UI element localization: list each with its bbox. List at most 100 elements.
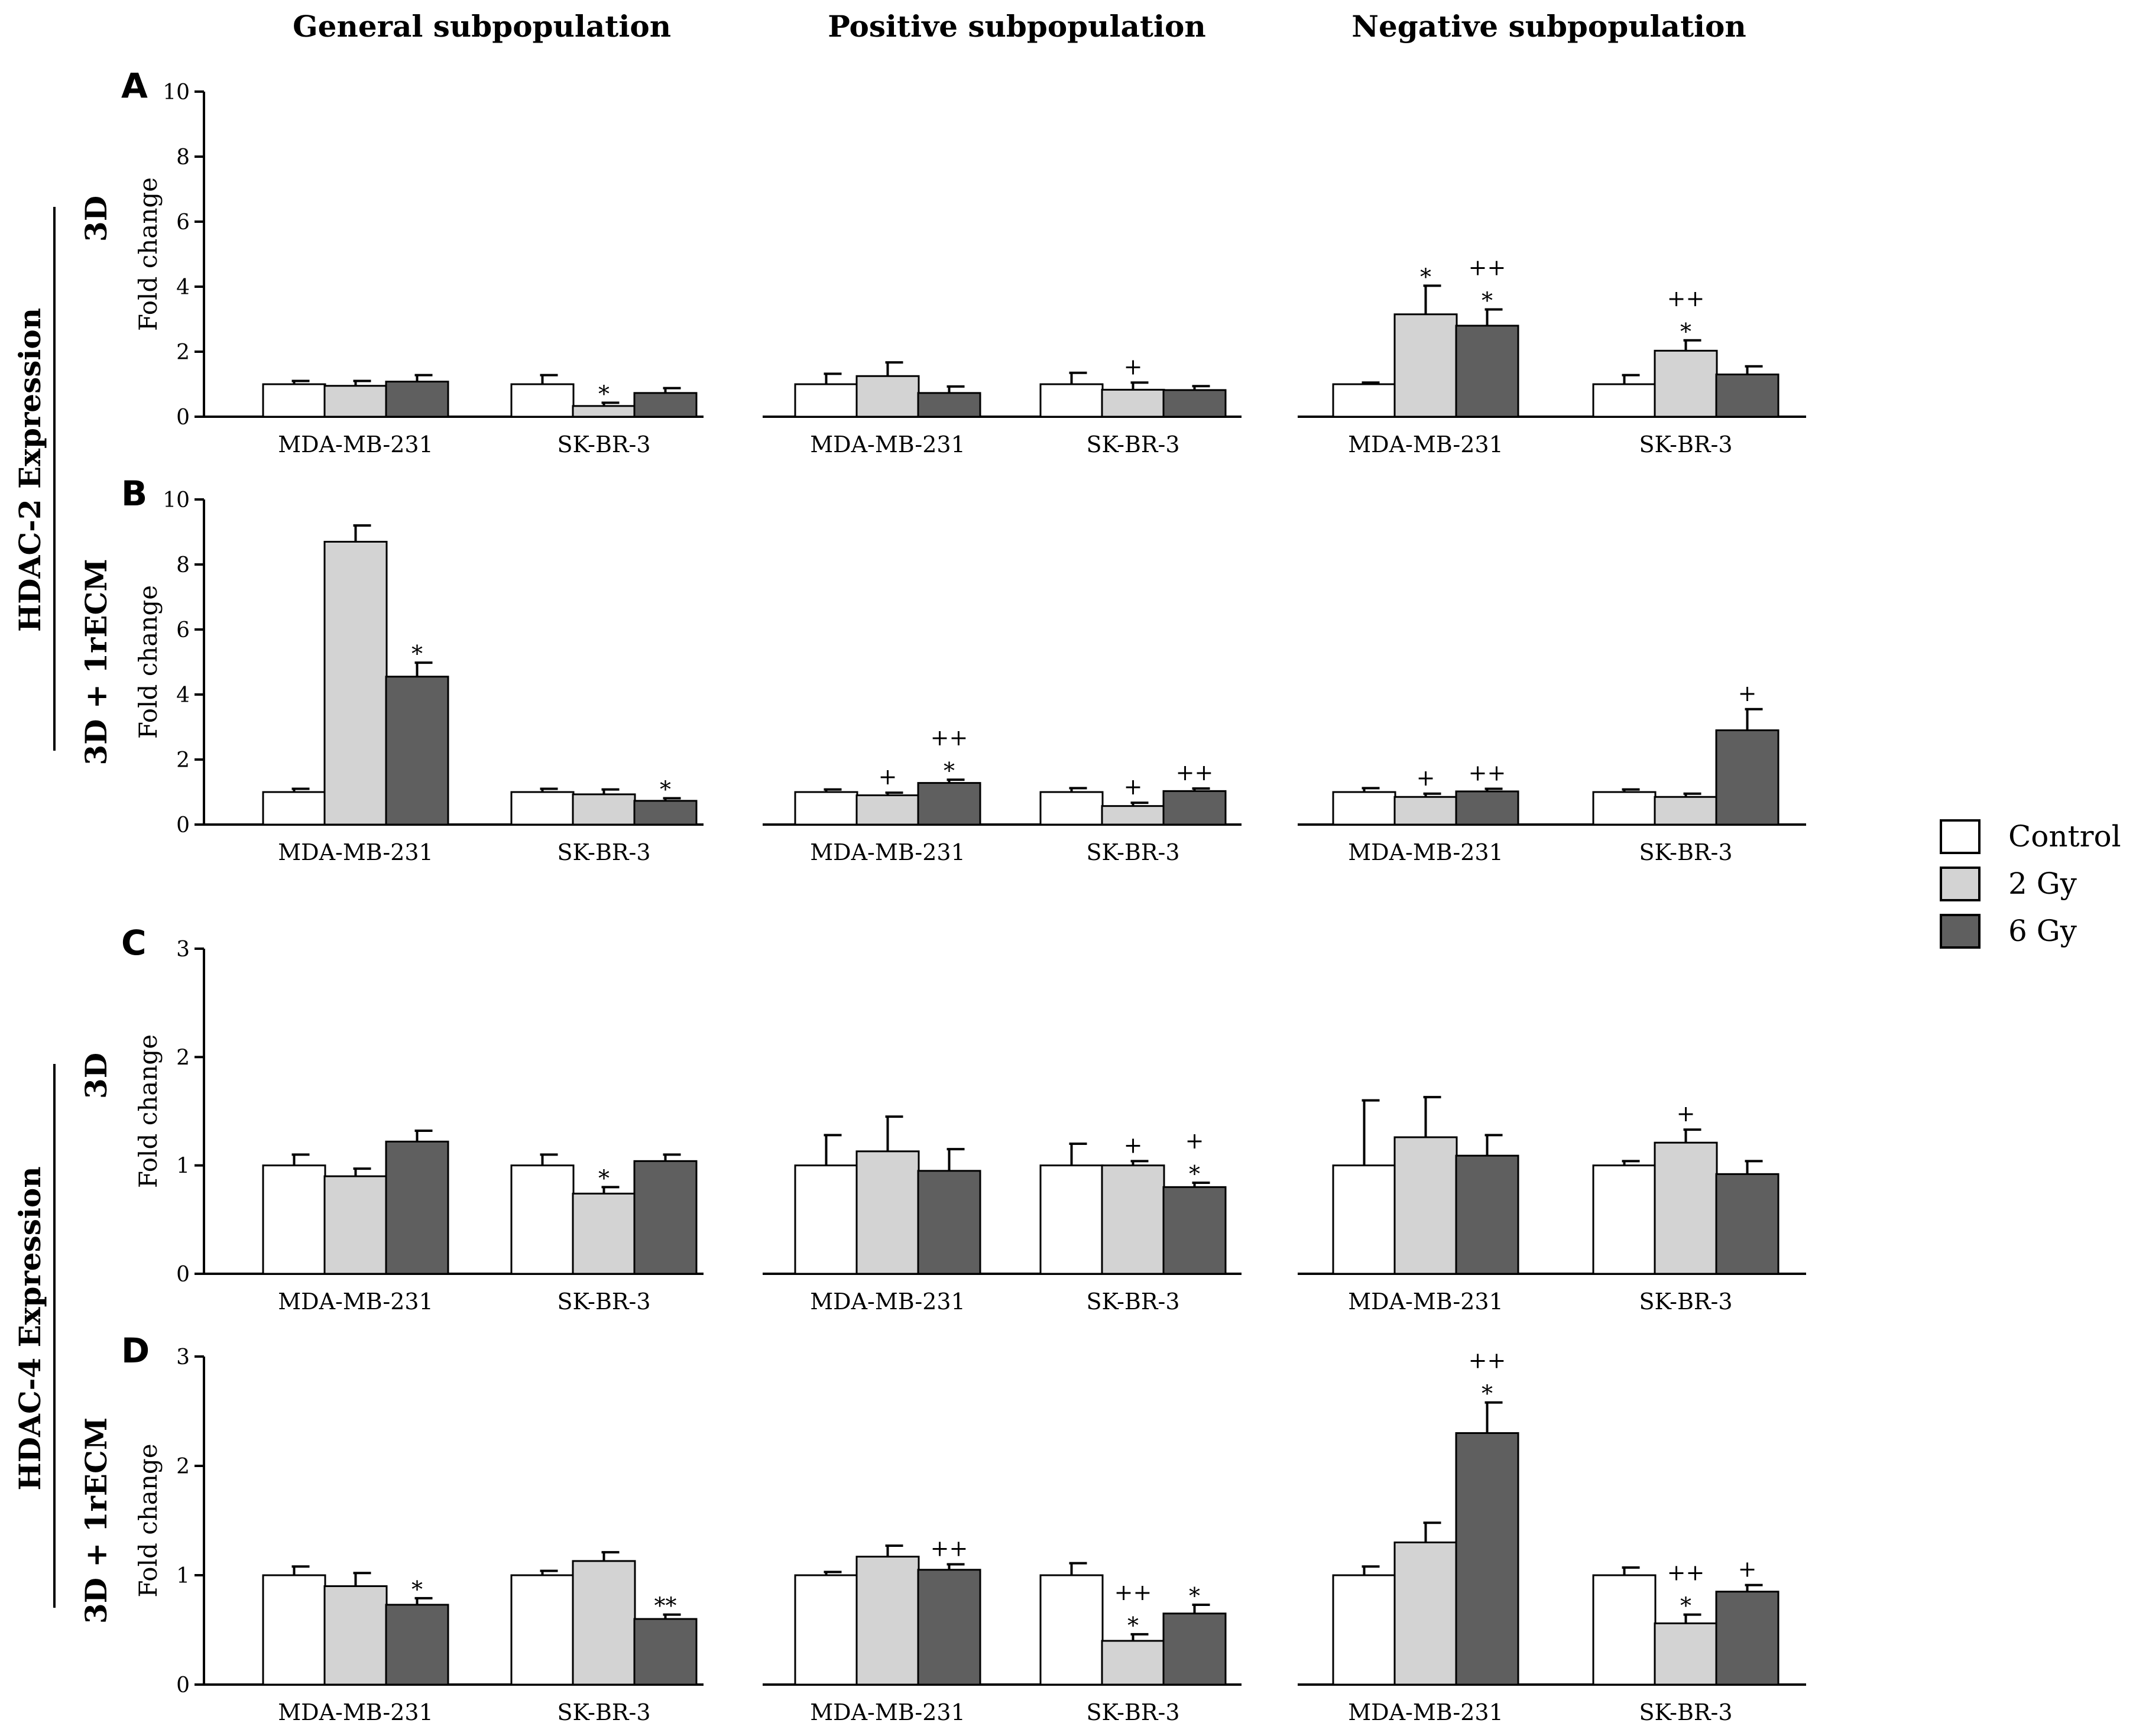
bar-2-gy xyxy=(855,1556,920,1686)
y-tick-label: 2 xyxy=(176,1046,190,1070)
significance-mark: + xyxy=(1124,774,1143,800)
bar-2-gy xyxy=(855,1150,920,1275)
significance-mark: ** xyxy=(654,1593,677,1619)
legend: Control 2 Gy 6 Gy xyxy=(1940,819,2121,949)
bar-6-gy xyxy=(1455,1432,1519,1686)
bar-6-gy xyxy=(1715,374,1780,418)
bar-control xyxy=(1332,1164,1396,1275)
x-category-label: SK-BR-3 xyxy=(557,1289,650,1315)
bar-2-gy xyxy=(1101,1640,1165,1686)
bar-6-gy xyxy=(385,381,449,418)
bar-2-gy xyxy=(855,794,920,826)
y-tick-label: 0 xyxy=(176,813,190,838)
bar-2-gy xyxy=(572,1560,636,1686)
x-category-label: MDA-MB-231 xyxy=(1348,1289,1503,1315)
y-tick-label: 4 xyxy=(176,683,190,708)
bar-6-gy xyxy=(1455,325,1519,418)
row-group-label: HDAC-2 Expression xyxy=(12,308,47,632)
x-category-label: SK-BR-3 xyxy=(1639,431,1732,457)
x-category-label: SK-BR-3 xyxy=(1639,839,1732,865)
significance-mark: * xyxy=(1189,1583,1200,1609)
chart: ++ * MDA-MB-231 ++ * + SK-BR-3 xyxy=(1298,1348,1806,1725)
panel-label: D xyxy=(121,1331,150,1371)
x-category-label: SK-BR-3 xyxy=(557,1699,650,1725)
y-tick-label: 1 xyxy=(176,1154,190,1179)
bar-control xyxy=(794,1164,858,1275)
significance-mark: * xyxy=(411,1576,423,1602)
bar-2-gy xyxy=(323,385,388,418)
bar-control xyxy=(1592,1164,1657,1275)
bar-6-gy xyxy=(1715,1591,1780,1686)
bar-6-gy xyxy=(633,1160,698,1275)
chart: MDA-MB-231 + + * SK-BR-3 xyxy=(763,1115,1242,1315)
bar-6-gy xyxy=(1162,1186,1227,1275)
bar-control xyxy=(1332,1574,1396,1686)
bar-6-gy xyxy=(917,782,981,826)
bar-6-gy xyxy=(385,676,449,826)
y-tick-label: 6 xyxy=(176,210,190,235)
significance-mark: * xyxy=(1127,1612,1139,1638)
bar-control xyxy=(262,1574,326,1686)
y-axis-title: Fold change xyxy=(134,177,163,331)
bar-2-gy xyxy=(1101,805,1165,826)
row-condition-label: 3D + 1rECM xyxy=(79,559,114,765)
bar-6-gy xyxy=(917,1170,981,1275)
x-category-label: SK-BR-3 xyxy=(557,431,650,457)
bar-2-gy xyxy=(1654,349,1718,418)
significance-mark: * xyxy=(598,1165,610,1191)
significance-mark: ++ xyxy=(1667,1560,1705,1586)
bar-control xyxy=(262,383,326,418)
legend-label: 2 Gy xyxy=(2008,867,2077,901)
chart: MDA-MB-231 + SK-BR-3 xyxy=(763,353,1242,457)
significance-mark: + xyxy=(1738,1556,1757,1582)
significance-mark: * xyxy=(660,776,671,802)
chart: * ++ * MDA-MB-231 ++ * SK-BR-3 xyxy=(1298,255,1806,457)
bar-control xyxy=(1332,791,1396,826)
x-category-label: SK-BR-3 xyxy=(1639,1289,1732,1315)
bar-2-gy xyxy=(572,1192,636,1275)
y-tick-label: 8 xyxy=(176,145,190,170)
row-condition-label: 3D xyxy=(79,1053,114,1099)
y-tick-label: 4 xyxy=(176,275,190,300)
significance-mark: + xyxy=(1738,680,1757,706)
bar-2-gy xyxy=(572,405,636,418)
bar-6-gy xyxy=(385,1140,449,1275)
bar-2-gy xyxy=(572,793,636,826)
bar-2-gy xyxy=(323,541,388,826)
bar-control xyxy=(794,791,858,826)
significance-mark: ++ xyxy=(931,725,968,751)
y-tick-label: 2 xyxy=(176,748,190,773)
significance-mark: * xyxy=(1482,288,1493,314)
chart: ++ MDA-MB-231 ++ * * SK-BR-3 xyxy=(763,1536,1242,1725)
bar-6-gy xyxy=(1162,389,1227,418)
x-category-label: SK-BR-3 xyxy=(557,839,650,865)
panel-label: C xyxy=(121,923,147,963)
legend-swatch xyxy=(1940,914,1981,949)
significance-mark: * xyxy=(411,641,423,667)
bar-2-gy xyxy=(1654,796,1718,826)
y-tick-label: 0 xyxy=(176,1673,190,1698)
bar-6-gy xyxy=(385,1604,449,1686)
y-tick-label: 3 xyxy=(176,1345,190,1370)
bar-control xyxy=(1592,1574,1657,1686)
y-axis-title: Fold change xyxy=(134,1443,163,1597)
significance-mark: ++ xyxy=(1114,1579,1152,1605)
significance-mark: ++ xyxy=(1667,285,1705,311)
bar-6-gy xyxy=(633,800,698,826)
chart: + ++MDA-MB-231+SK-BR-3 xyxy=(1298,680,1806,865)
bar-2-gy xyxy=(1393,1542,1458,1686)
bar-control xyxy=(510,383,575,418)
bar-control xyxy=(1039,1164,1104,1275)
x-category-label: MDA-MB-231 xyxy=(810,839,965,865)
significance-mark: * xyxy=(1189,1161,1200,1187)
x-category-label: SK-BR-3 xyxy=(1086,431,1179,457)
x-category-label: MDA-MB-231 xyxy=(278,1699,433,1725)
bar-control xyxy=(262,1164,326,1275)
x-category-label: SK-BR-3 xyxy=(1086,1289,1179,1315)
y-tick-label: 2 xyxy=(176,340,190,365)
row-condition-label: 3D + 1rECM xyxy=(79,1417,114,1624)
significance-mark: ++ xyxy=(931,1536,968,1562)
significance-mark: * xyxy=(1420,264,1431,290)
